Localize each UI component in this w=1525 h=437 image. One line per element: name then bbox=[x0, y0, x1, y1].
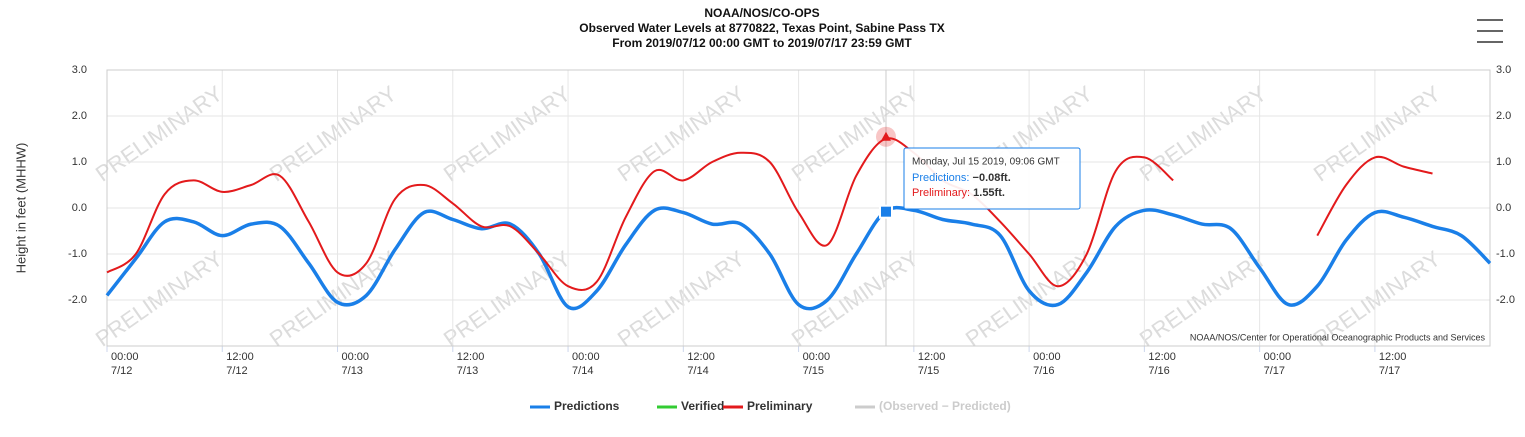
watermark: PRELIMINARY bbox=[265, 81, 401, 187]
watermark: PRELIMINARY bbox=[91, 81, 227, 187]
watermark: PRELIMINARY bbox=[613, 81, 749, 187]
y2-tick-label: -1.0 bbox=[1496, 248, 1515, 260]
x-tick-label: 7/14 bbox=[572, 365, 593, 377]
x-tick-label: 7/15 bbox=[918, 365, 939, 377]
plot-border bbox=[106, 69, 1491, 347]
y-tick-label: 0.0 bbox=[72, 202, 87, 214]
x-tick-label: 00:00 bbox=[111, 351, 139, 363]
x-tick-label: 7/15 bbox=[803, 365, 824, 377]
y-axis-label: Height in feet (MHHW) bbox=[13, 143, 28, 274]
y2-tick-label: 0.0 bbox=[1496, 202, 1511, 214]
tooltip-row: Predictions: −0.08ft. bbox=[912, 172, 1011, 184]
chart-subtitle: From 2019/07/12 00:00 GMT to 2019/07/17 … bbox=[612, 36, 912, 50]
legend-label: (Observed − Predicted) bbox=[879, 399, 1011, 413]
x-tick-label: 00:00 bbox=[1264, 351, 1292, 363]
y2-tick-label: 1.0 bbox=[1496, 156, 1511, 168]
watermark: PRELIMINARY bbox=[1309, 81, 1445, 187]
watermark: PRELIMINARY bbox=[787, 81, 923, 187]
chart-title: NOAA/NOS/CO-OPS bbox=[704, 6, 819, 20]
x-tick-label: 12:00 bbox=[1148, 351, 1176, 363]
watermark: PRELIMINARY bbox=[91, 246, 227, 352]
x-tick-label: 12:00 bbox=[918, 351, 946, 363]
x-tick-label: 7/13 bbox=[457, 365, 478, 377]
legend-label: Verified bbox=[681, 399, 724, 413]
credit: NOAA/NOS/Center for Operational Oceanogr… bbox=[1190, 332, 1486, 342]
x-tick-label: 7/17 bbox=[1264, 365, 1285, 377]
tooltip-header: Monday, Jul 15 2019, 09:06 GMT bbox=[912, 157, 1060, 168]
legend-item[interactable]: Verified bbox=[657, 399, 724, 413]
x-tick-label: 00:00 bbox=[1033, 351, 1061, 363]
y-tick-label: -1.0 bbox=[68, 248, 87, 260]
legend-item[interactable]: Predictions bbox=[530, 399, 620, 413]
x-tick-label: 7/14 bbox=[687, 365, 708, 377]
x-tick-label: 12:00 bbox=[457, 351, 485, 363]
x-tick-label: 7/12 bbox=[111, 365, 132, 377]
chart-subtitle: Observed Water Levels at 8770822, Texas … bbox=[579, 21, 945, 35]
watermark: PRELIMINARY bbox=[787, 246, 923, 352]
x-tick-label: 12:00 bbox=[687, 351, 715, 363]
y-tick-label: 3.0 bbox=[72, 64, 87, 76]
watermark: PRELIMINARY bbox=[1135, 81, 1271, 187]
x-tick-label: 7/17 bbox=[1379, 365, 1400, 377]
y-tick-label: 1.0 bbox=[72, 156, 87, 168]
hover-marker bbox=[880, 131, 891, 141]
legend-label: Predictions bbox=[554, 399, 620, 413]
legend-label: Preliminary bbox=[747, 399, 813, 413]
watermark: PRELIMINARY bbox=[439, 81, 575, 187]
y2-tick-label: 2.0 bbox=[1496, 110, 1511, 122]
x-tick-label: 00:00 bbox=[342, 351, 370, 363]
x-tick-label: 00:00 bbox=[803, 351, 831, 363]
x-tick-label: 00:00 bbox=[572, 351, 600, 363]
tooltip-value: 1.55ft. bbox=[973, 187, 1005, 199]
tooltip-label: Predictions: bbox=[912, 172, 969, 184]
menu-button[interactable] bbox=[1474, 16, 1506, 46]
x-tick-label: 7/16 bbox=[1148, 365, 1169, 377]
legend-item[interactable]: Preliminary bbox=[723, 399, 813, 413]
tooltip-row: Preliminary: 1.55ft. bbox=[912, 187, 1005, 199]
tooltip-label: Preliminary: bbox=[912, 187, 970, 199]
series-line bbox=[105, 205, 1492, 311]
y2-tick-label: -2.0 bbox=[1496, 294, 1515, 306]
x-tick-label: 7/16 bbox=[1033, 365, 1054, 377]
y-tick-label: 2.0 bbox=[72, 110, 87, 122]
series-line bbox=[106, 137, 1433, 291]
x-tick-label: 12:00 bbox=[226, 351, 254, 363]
tooltip-box bbox=[903, 147, 1081, 210]
hover-marker bbox=[878, 204, 893, 219]
x-tick-label: 7/13 bbox=[342, 365, 363, 377]
x-tick-label: 7/12 bbox=[226, 365, 247, 377]
y2-tick-label: 3.0 bbox=[1496, 64, 1511, 76]
y-tick-label: -2.0 bbox=[68, 294, 87, 306]
watermark: PRELIMINARY bbox=[439, 246, 575, 352]
watermark: PRELIMINARY bbox=[613, 246, 749, 352]
tooltip-value: −0.08ft. bbox=[973, 172, 1011, 184]
legend-item[interactable]: (Observed − Predicted) bbox=[855, 399, 1011, 413]
x-tick-label: 12:00 bbox=[1379, 351, 1407, 363]
